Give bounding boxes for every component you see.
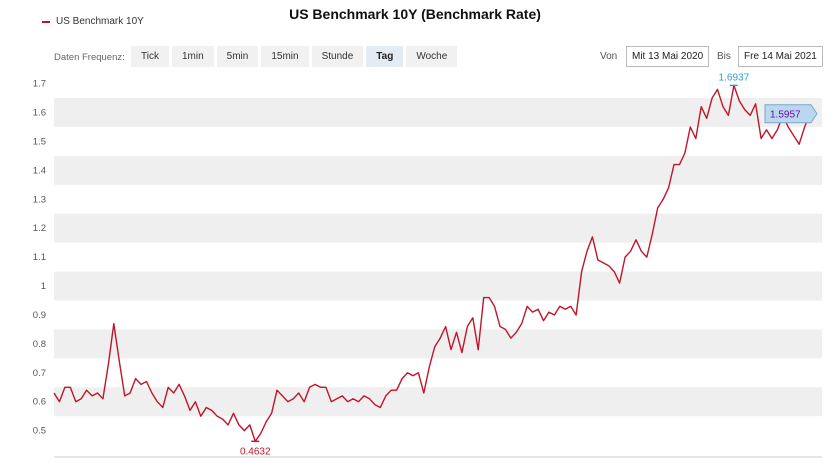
- legend-label: US Benchmark 10Y: [56, 16, 144, 27]
- frequency-button-stunde[interactable]: Stunde: [311, 46, 364, 67]
- y-tick-label: 1.4: [33, 165, 46, 176]
- to-date-input[interactable]: Fre 14 Mai 2021: [738, 46, 823, 67]
- y-tick-label: 0.8: [33, 339, 46, 350]
- frequency-button-woche[interactable]: Woche: [406, 46, 458, 67]
- y-tick-label: 1: [41, 281, 46, 292]
- y-tick-label: 1.1: [33, 252, 46, 263]
- last-value-label: 1.5957: [770, 110, 801, 121]
- grid-bands: [54, 98, 822, 417]
- frequency-button-1min[interactable]: 1min: [171, 46, 214, 67]
- legend-swatch: [42, 20, 50, 23]
- y-axis: 0.5 0.6 0.7 0.8 0.9 1 1.1 1.2 1.3 1.4 1.5 1.6 1.7: [33, 79, 46, 437]
- grid-band: [54, 155, 822, 185]
- max-value-label: 1.6937: [719, 72, 750, 83]
- grid-band: [54, 213, 822, 243]
- y-tick-label: 0.9: [33, 310, 46, 321]
- grid-band: [54, 98, 822, 127]
- y-tick-label: 1.3: [33, 194, 46, 205]
- frequency-button-group: Tick 1min 5min 15min Stunde Tag Woche: [131, 46, 458, 67]
- frequency-button-tag[interactable]: Tag: [366, 46, 404, 67]
- annotations: 0.4632 1.6937 1.5957: [240, 72, 818, 457]
- y-tick-label: 1.7: [33, 79, 46, 90]
- from-date-input[interactable]: Mit 13 Mai 2020: [626, 46, 710, 67]
- series-line-us-benchmark-10y[interactable]: [53, 84, 811, 442]
- y-tick-label: 1.6: [33, 107, 46, 118]
- last-value-flag: [764, 104, 818, 124]
- legend[interactable]: US Benchmark 10Y: [42, 16, 144, 27]
- y-tick-label: 1.5: [33, 136, 46, 147]
- y-tick-label: 0.6: [33, 397, 46, 408]
- to-label: Bis: [717, 51, 731, 62]
- frequency-button-15min[interactable]: 15min: [261, 46, 309, 67]
- grid-band: [54, 271, 822, 301]
- frequency-button-tick[interactable]: Tick: [131, 46, 169, 67]
- grid-band: [54, 329, 822, 359]
- chart-title: US Benchmark 10Y (Benchmark Rate): [289, 6, 541, 22]
- from-label: Von: [600, 51, 618, 62]
- min-value-label: 0.4632: [240, 446, 271, 457]
- frequency-label: Daten Frequenz:: [54, 52, 125, 63]
- y-tick-label: 0.7: [33, 368, 46, 379]
- y-tick-label: 1.2: [33, 223, 46, 234]
- y-tick-label: 0.5: [33, 426, 46, 437]
- grid-band: [54, 387, 822, 417]
- frequency-button-5min[interactable]: 5min: [216, 46, 259, 67]
